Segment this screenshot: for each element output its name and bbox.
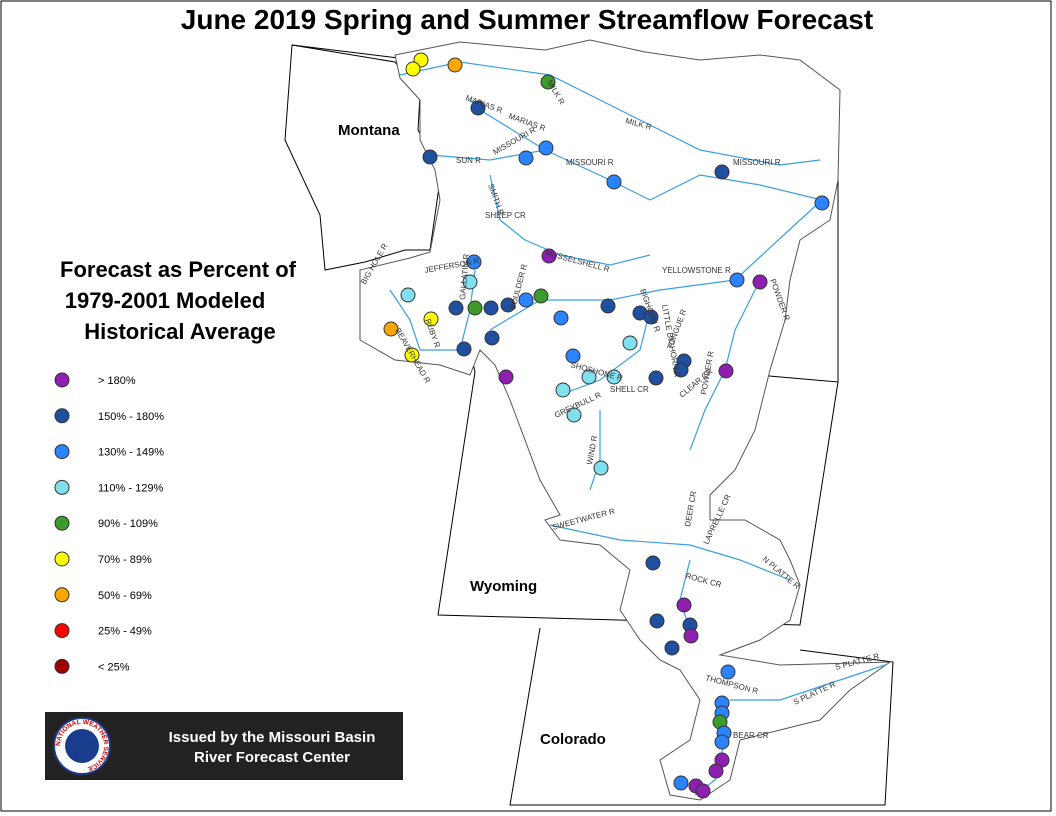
station — [483, 300, 499, 316]
footer-text: Issued by the Missouri Basin — [169, 729, 376, 746]
station — [645, 555, 661, 571]
station — [467, 300, 483, 316]
station — [555, 382, 571, 398]
river-line — [549, 524, 791, 581]
state-border — [509, 627, 894, 806]
station — [714, 164, 730, 180]
station — [423, 311, 439, 327]
river-line — [559, 309, 651, 396]
footer-text: River Forecast Center — [194, 749, 350, 766]
legend-label: < 25% — [98, 661, 130, 673]
legend-label: 130% - 149% — [98, 447, 164, 459]
station — [383, 321, 399, 337]
stations — [383, 52, 830, 799]
station — [538, 140, 554, 156]
legend-swatch — [54, 444, 70, 460]
legend-label: 70% - 89% — [98, 554, 152, 566]
station — [518, 150, 534, 166]
river-label: GALLATIN R — [458, 253, 471, 300]
station — [673, 362, 689, 378]
station — [814, 195, 830, 211]
station — [695, 783, 711, 799]
station — [714, 734, 730, 750]
legend-swatch — [54, 408, 70, 424]
station — [683, 628, 699, 644]
station — [400, 287, 416, 303]
station — [752, 274, 768, 290]
legend-label: 25% - 49% — [98, 626, 152, 638]
legend-swatch — [54, 658, 70, 674]
river-label: SHEEP CR — [485, 211, 526, 220]
station — [664, 640, 680, 656]
river-line — [589, 410, 601, 491]
river-line — [730, 664, 886, 701]
legend-label: 110% - 129% — [98, 482, 163, 494]
station — [606, 369, 622, 385]
station — [541, 248, 557, 264]
legend-title: Forecast as Percent of — [60, 257, 297, 282]
river-label: YELLOWSTONE R — [662, 266, 731, 275]
station — [470, 100, 486, 116]
station — [405, 61, 421, 77]
station — [643, 309, 659, 325]
legend-label: 150% - 180% — [98, 411, 164, 423]
station — [540, 74, 556, 90]
legend-title: Historical Average — [84, 319, 276, 344]
station — [649, 613, 665, 629]
river-label: SUN R — [456, 156, 481, 165]
station — [566, 407, 582, 423]
station — [718, 363, 734, 379]
station — [448, 300, 464, 316]
station — [648, 370, 664, 386]
station — [404, 347, 420, 363]
station — [565, 348, 581, 364]
station — [456, 341, 472, 357]
legend-swatch — [54, 587, 70, 603]
station — [622, 335, 638, 351]
river-label: BEAR CR — [733, 731, 769, 740]
river-line — [429, 149, 823, 201]
station — [500, 297, 516, 313]
legend-swatch — [54, 623, 70, 639]
station — [729, 272, 745, 288]
station — [553, 310, 569, 326]
legend-swatch — [54, 479, 70, 495]
station — [518, 292, 534, 308]
station — [466, 254, 482, 270]
station — [600, 298, 616, 314]
station — [498, 369, 514, 385]
state-label: Wyoming — [470, 578, 537, 595]
legend-swatch — [54, 551, 70, 567]
nws-logo-inner — [65, 729, 99, 763]
station — [606, 174, 622, 190]
legend-swatch — [54, 372, 70, 388]
station — [708, 763, 724, 779]
station — [593, 460, 609, 476]
river-label: MISSOURI R — [566, 158, 614, 167]
state-label: Colorado — [540, 731, 606, 748]
basin-outline — [359, 39, 892, 801]
station — [447, 57, 463, 73]
legend-label: > 180% — [98, 375, 136, 387]
station — [484, 330, 500, 346]
legend-label: 90% - 109% — [98, 518, 158, 530]
legend-swatch — [54, 515, 70, 531]
station — [581, 369, 597, 385]
station — [422, 149, 438, 165]
river-line — [489, 174, 651, 266]
station — [673, 775, 689, 791]
state-label: Montana — [338, 122, 400, 139]
station — [533, 288, 549, 304]
title: June 2019 Spring and Summer Streamflow F… — [181, 4, 873, 35]
station — [676, 597, 692, 613]
station — [720, 664, 736, 680]
river-label: MISSOURI R — [733, 158, 781, 167]
river-label: SHELL CR — [610, 385, 649, 394]
legend-label: 50% - 69% — [98, 590, 152, 602]
station — [462, 274, 478, 290]
legend-title: 1979-2001 Modeled — [65, 288, 266, 313]
